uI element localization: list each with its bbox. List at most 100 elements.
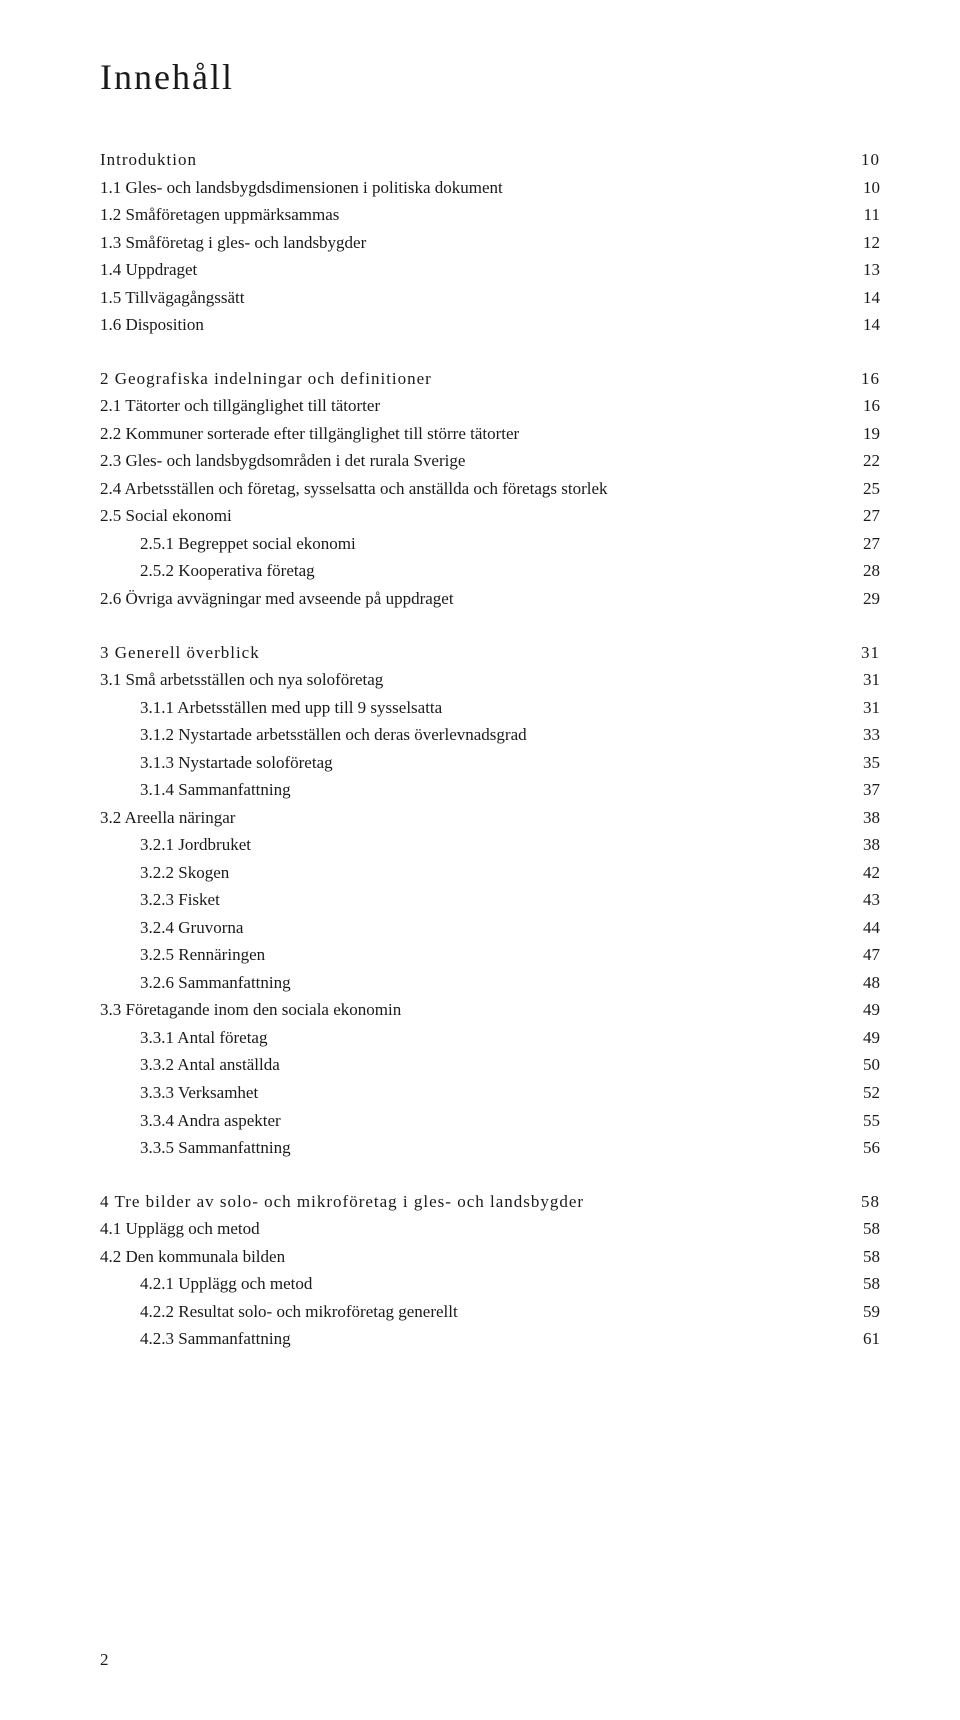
toc-entry-label: 3.3.2 Antal anställda [140, 1051, 848, 1079]
toc-entry-row: 3.3 Företagande inom den sociala ekonomi… [100, 996, 880, 1024]
toc-entry-page: 49 [848, 996, 880, 1024]
toc-entry-label: 1.3 Småföretag i gles- och landsbygder [100, 229, 848, 257]
toc-entry-label: 4.2.2 Resultat solo- och mikroföretag ge… [140, 1298, 848, 1326]
toc-entry-label: 3.1 Små arbetsställen och nya soloföreta… [100, 666, 848, 694]
toc-entry-row: 3.2.1 Jordbruket38 [100, 831, 880, 859]
toc-entry-page: 55 [848, 1107, 880, 1135]
toc-section: Introduktion101.1 Gles- och landsbygdsdi… [100, 146, 880, 339]
toc-entry-page: 14 [848, 284, 880, 312]
toc-entry-page: 58 [848, 1243, 880, 1271]
toc-heading-row: 2 Geografiska indelningar och definition… [100, 365, 880, 393]
toc-entry-row: 1.6 Disposition14 [100, 311, 880, 339]
toc-section: 3 Generell överblick313.1 Små arbetsstäl… [100, 639, 880, 1162]
toc-entry-label: 3.3.4 Andra aspekter [140, 1107, 848, 1135]
toc-entry-label: 2.4 Arbetsställen och företag, sysselsat… [100, 475, 848, 503]
toc-entry-page: 56 [848, 1134, 880, 1162]
toc-title: Innehåll [100, 56, 880, 98]
toc-entry-row: 3.2.5 Rennäringen47 [100, 941, 880, 969]
toc-entry-label: 2.3 Gles- och landsbygdsområden i det ru… [100, 447, 848, 475]
toc-entry-page: 58 [848, 1215, 880, 1243]
toc-entry-row: 2.5.1 Begreppet social ekonomi27 [100, 530, 880, 558]
toc-entry-page: 11 [848, 201, 880, 229]
toc-entry-page: 14 [848, 311, 880, 339]
toc-heading-label: 2 Geografiska indelningar och definition… [100, 365, 848, 393]
toc-entry-page: 50 [848, 1051, 880, 1079]
toc-entry-row: 3.1.4 Sammanfattning37 [100, 776, 880, 804]
toc-heading-label: 4 Tre bilder av solo- och mikroföretag i… [100, 1188, 848, 1216]
toc-entry-page: 48 [848, 969, 880, 997]
toc-entry-label: 2.1 Tätorter och tillgänglighet till tät… [100, 392, 848, 420]
toc-entry-page: 29 [848, 585, 880, 613]
toc-entry-page: 28 [848, 557, 880, 585]
toc-section: 2 Geografiska indelningar och definition… [100, 365, 880, 613]
toc-entry-row: 2.6 Övriga avvägningar med avseende på u… [100, 585, 880, 613]
table-of-contents: Introduktion101.1 Gles- och landsbygdsdi… [100, 146, 880, 1353]
toc-entry-row: 4.1 Upplägg och metod58 [100, 1215, 880, 1243]
toc-entry-label: 4.2.1 Upplägg och metod [140, 1270, 848, 1298]
toc-entry-row: 4.2 Den kommunala bilden58 [100, 1243, 880, 1271]
toc-entry-page: 19 [848, 420, 880, 448]
toc-entry-label: 2.5.1 Begreppet social ekonomi [140, 530, 848, 558]
toc-entry-row: 3.3.5 Sammanfattning56 [100, 1134, 880, 1162]
toc-entry-row: 4.2.2 Resultat solo- och mikroföretag ge… [100, 1298, 880, 1326]
toc-entry-row: 1.2 Småföretagen uppmärksammas11 [100, 201, 880, 229]
toc-entry-page: 38 [848, 804, 880, 832]
toc-entry-row: 3.1.3 Nystartade soloföretag35 [100, 749, 880, 777]
toc-entry-page: 37 [848, 776, 880, 804]
toc-entry-row: 3.2 Areella näringar38 [100, 804, 880, 832]
toc-entry-page: 59 [848, 1298, 880, 1326]
toc-entry-page: 58 [848, 1270, 880, 1298]
toc-entry-row: 3.3.4 Andra aspekter55 [100, 1107, 880, 1135]
page-number: 2 [100, 1650, 109, 1670]
toc-entry-row: 3.3.1 Antal företag49 [100, 1024, 880, 1052]
toc-entry-page: 61 [848, 1325, 880, 1353]
toc-section: 4 Tre bilder av solo- och mikroföretag i… [100, 1188, 880, 1353]
toc-entry-row: 1.3 Småföretag i gles- och landsbygder12 [100, 229, 880, 257]
toc-entry-page: 43 [848, 886, 880, 914]
toc-entry-row: 1.4 Uppdraget13 [100, 256, 880, 284]
toc-entry-row: 3.1.2 Nystartade arbetsställen och deras… [100, 721, 880, 749]
toc-entry-label: 4.1 Upplägg och metod [100, 1215, 848, 1243]
toc-entry-label: 2.5.2 Kooperativa företag [140, 557, 848, 585]
toc-entry-label: 3.2 Areella näringar [100, 804, 848, 832]
toc-entry-label: 1.2 Småföretagen uppmärksammas [100, 201, 848, 229]
toc-entry-page: 49 [848, 1024, 880, 1052]
toc-entry-row: 2.1 Tätorter och tillgänglighet till tät… [100, 392, 880, 420]
toc-entry-label: 2.5 Social ekonomi [100, 502, 848, 530]
toc-entry-page: 27 [848, 502, 880, 530]
toc-entry-label: 3.1.1 Arbetsställen med upp till 9 sysse… [140, 694, 848, 722]
toc-entry-label: 1.6 Disposition [100, 311, 848, 339]
toc-heading-page: 16 [848, 365, 880, 393]
toc-heading-label: Introduktion [100, 146, 848, 174]
toc-entry-row: 3.2.6 Sammanfattning48 [100, 969, 880, 997]
toc-entry-label: 1.5 Tillvägagångssätt [100, 284, 848, 312]
toc-entry-row: 3.3.2 Antal anställda50 [100, 1051, 880, 1079]
toc-entry-row: 4.2.3 Sammanfattning61 [100, 1325, 880, 1353]
toc-entry-page: 25 [848, 475, 880, 503]
toc-entry-label: 2.6 Övriga avvägningar med avseende på u… [100, 585, 848, 613]
toc-entry-label: 3.2.2 Skogen [140, 859, 848, 887]
toc-entry-row: 1.1 Gles- och landsbygdsdimensionen i po… [100, 174, 880, 202]
toc-entry-page: 16 [848, 392, 880, 420]
toc-entry-label: 3.2.4 Gruvorna [140, 914, 848, 942]
toc-entry-label: 3.1.3 Nystartade soloföretag [140, 749, 848, 777]
toc-entry-page: 13 [848, 256, 880, 284]
toc-entry-row: 3.1.1 Arbetsställen med upp till 9 sysse… [100, 694, 880, 722]
toc-entry-label: 3.2.1 Jordbruket [140, 831, 848, 859]
toc-entry-page: 44 [848, 914, 880, 942]
toc-entry-page: 12 [848, 229, 880, 257]
toc-entry-label: 3.1.4 Sammanfattning [140, 776, 848, 804]
toc-entry-page: 27 [848, 530, 880, 558]
toc-heading-row: 4 Tre bilder av solo- och mikroföretag i… [100, 1188, 880, 1216]
toc-entry-row: 2.5 Social ekonomi27 [100, 502, 880, 530]
toc-entry-label: 4.2 Den kommunala bilden [100, 1243, 848, 1271]
toc-entry-page: 42 [848, 859, 880, 887]
toc-entry-row: 1.5 Tillvägagångssätt14 [100, 284, 880, 312]
toc-entry-page: 31 [848, 666, 880, 694]
toc-entry-page: 47 [848, 941, 880, 969]
toc-heading-label: 3 Generell överblick [100, 639, 848, 667]
toc-entry-label: 3.2.3 Fisket [140, 886, 848, 914]
toc-heading-page: 10 [848, 146, 880, 174]
toc-entry-row: 2.3 Gles- och landsbygdsområden i det ru… [100, 447, 880, 475]
toc-entry-row: 2.5.2 Kooperativa företag28 [100, 557, 880, 585]
